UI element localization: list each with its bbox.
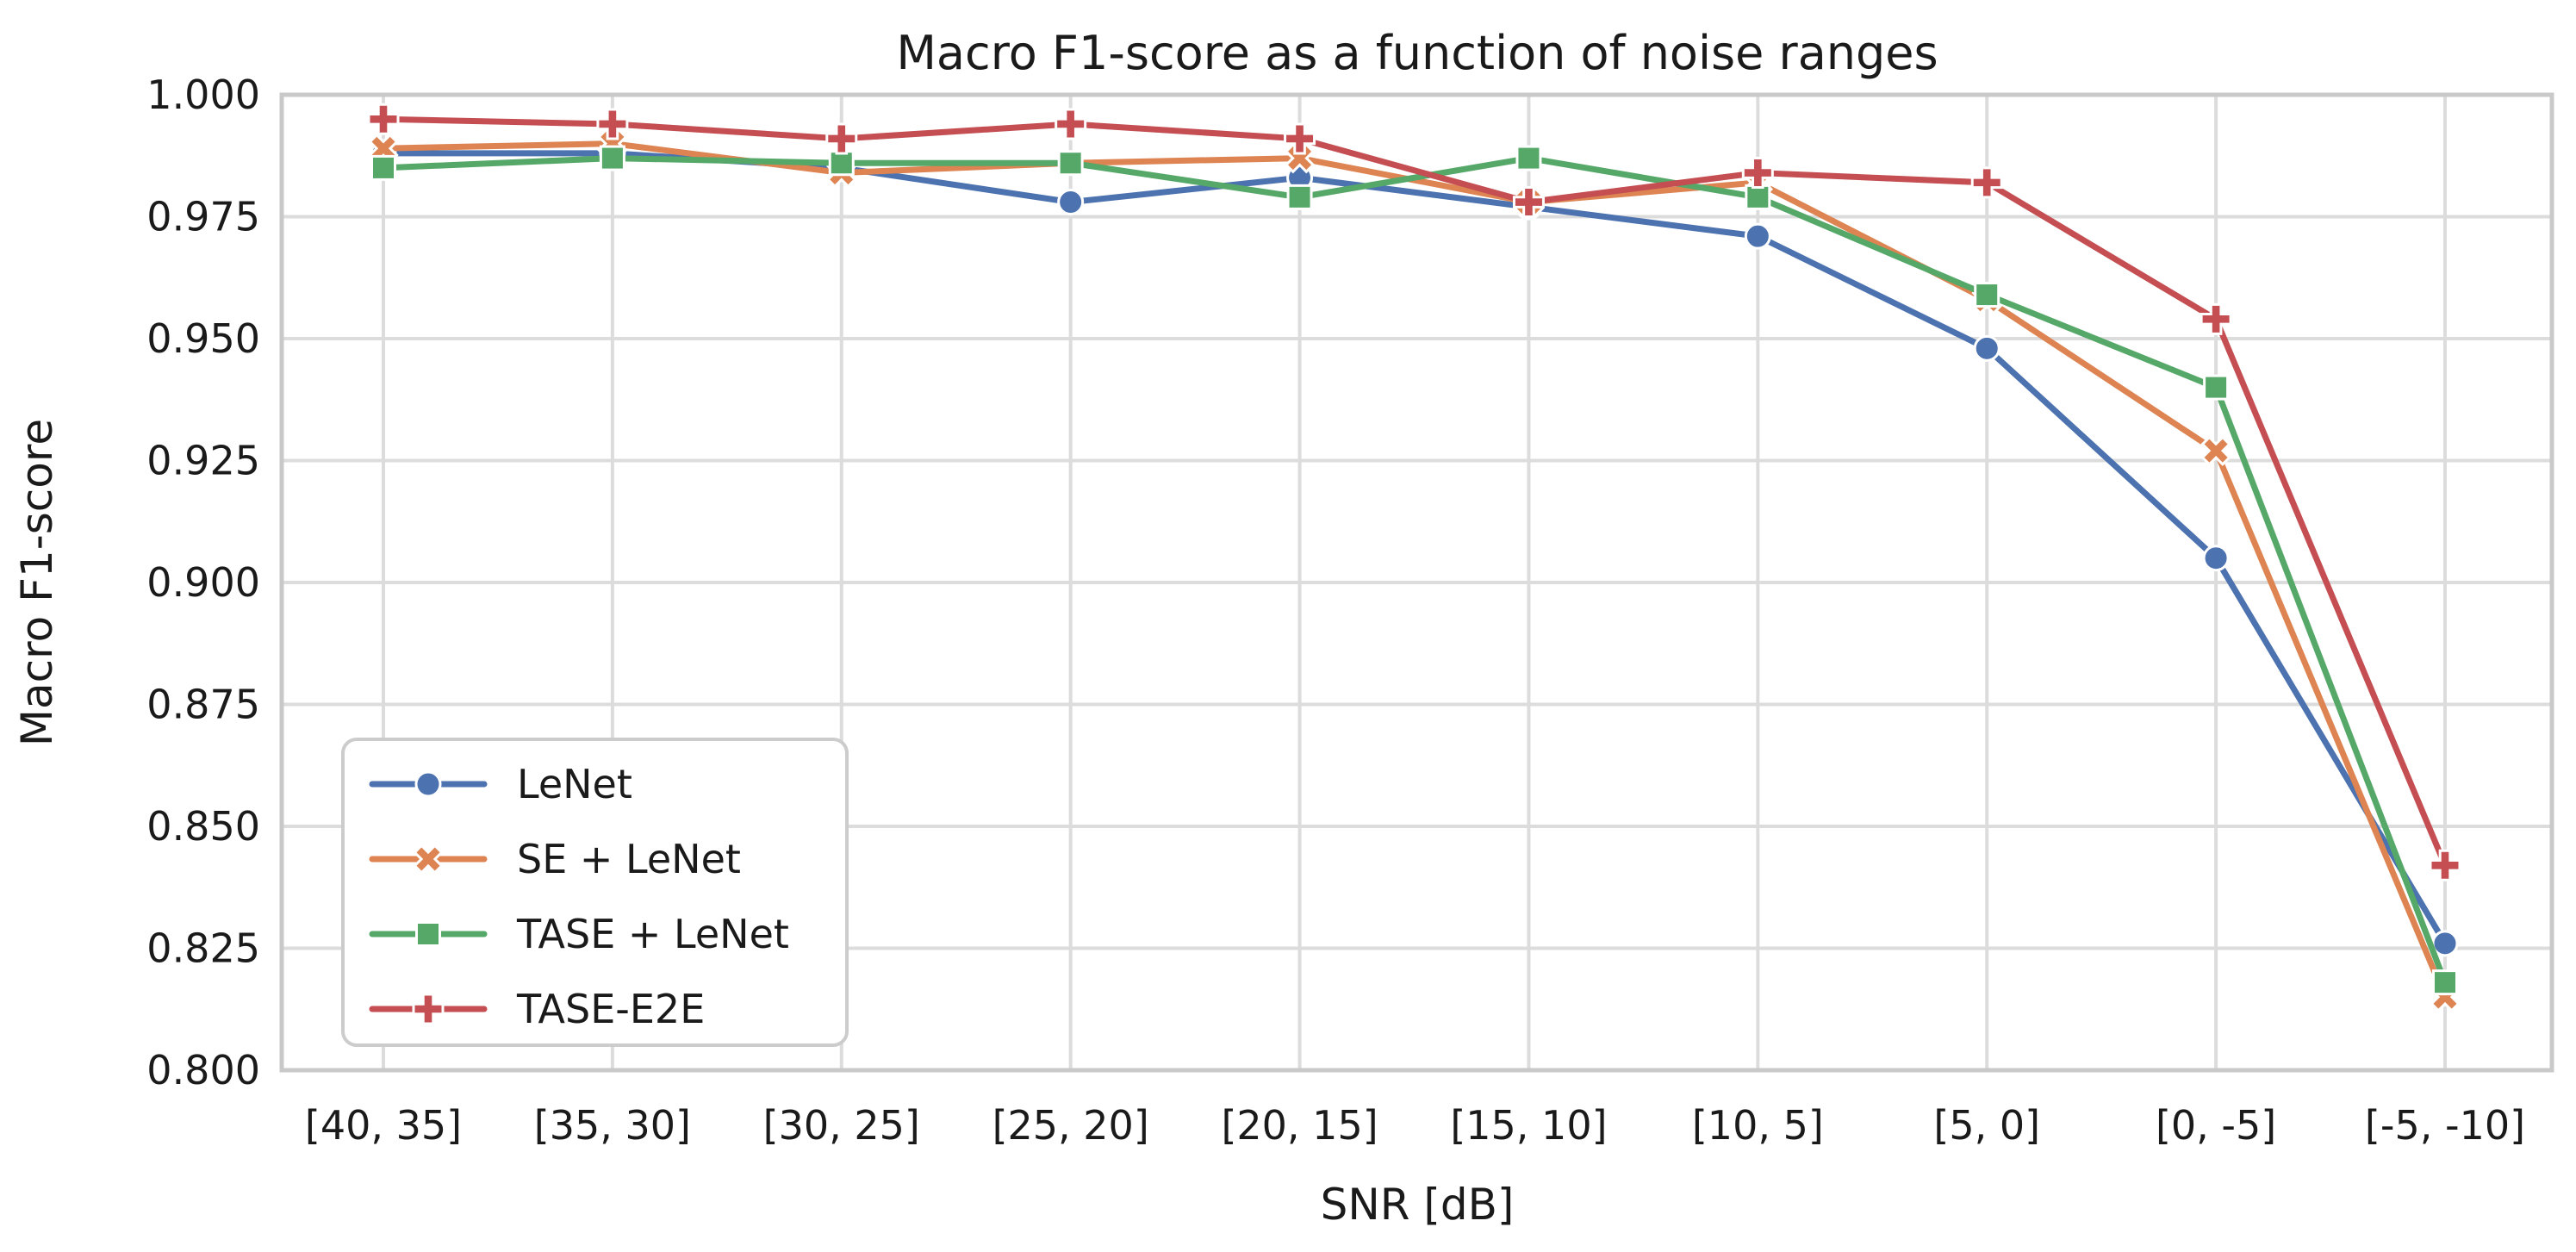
legend-label: TASE + LeNet xyxy=(516,911,789,957)
legend-item-TASE-E2E: TASE-E2E xyxy=(369,986,705,1032)
x-tick-label-5: [15, 10] xyxy=(1450,1102,1607,1149)
y-tick-label-7: 0.975 xyxy=(146,194,260,240)
legend-marker-square xyxy=(415,921,441,947)
x-tick-label-6: [10, 5] xyxy=(1692,1102,1824,1149)
marker-TASE + LeNet-7 xyxy=(1974,282,2000,308)
axes-spines xyxy=(279,92,2554,1073)
marker-TASE + LeNet-8 xyxy=(2203,374,2230,401)
x-tick-label-9: [-5, -10] xyxy=(2365,1102,2525,1149)
marker-TASE-E2E-1 xyxy=(596,108,629,140)
y-tick-label-8: 1.000 xyxy=(146,72,260,118)
marker-TASE-E2E-0 xyxy=(367,103,400,135)
legend-box xyxy=(341,738,849,1047)
x-tick-label-4: [20, 15] xyxy=(1221,1102,1378,1149)
marker-TASE + LeNet-1 xyxy=(599,145,625,171)
legend-item-TASE + LeNet: TASE + LeNet xyxy=(369,911,789,957)
marker-LeNet-3 xyxy=(1057,189,1085,216)
y-axis-label: Macro F1-score xyxy=(12,419,62,746)
x-tick-label-7: [5, 0] xyxy=(1933,1102,2040,1149)
series-line-TASE + LeNet xyxy=(380,155,2448,986)
x-tick-label-1: [35, 30] xyxy=(534,1102,691,1149)
legend: LeNet SE + LeNet TASE + LeNet TASE-E2E xyxy=(341,738,849,1047)
marker-TASE-E2E-5 xyxy=(1512,186,1545,219)
marker-TASE + LeNet-2 xyxy=(828,150,855,177)
legend-label: TASE-E2E xyxy=(516,986,705,1032)
y-tick-label-4: 0.900 xyxy=(146,559,260,606)
ticks-layer: 0.800 0.825 0.850 0.875 0.900 0.925 0.950 0.975… xyxy=(146,72,2525,1149)
marker-LeNet-7 xyxy=(1973,334,2000,362)
x-tick-label-3: [25, 20] xyxy=(992,1102,1149,1149)
series-layer xyxy=(367,103,2461,1012)
legend-item-SE + LeNet: SE + LeNet xyxy=(369,836,741,882)
marker-TASE-E2E-9 xyxy=(2429,849,2461,881)
marker-TASE-E2E-3 xyxy=(1055,108,1087,140)
marker-TASE-E2E-7 xyxy=(1970,166,2003,199)
marker-LeNet-6 xyxy=(1744,222,1771,250)
marker-TASE-E2E-6 xyxy=(1741,157,1774,190)
marker-TASE + LeNet-0 xyxy=(370,154,396,181)
series-line-TASE-E2E xyxy=(380,115,2448,869)
chart-title: Macro F1-score as a function of noise ra… xyxy=(896,26,1938,80)
x-axis-label: SNR [dB] xyxy=(1321,1180,1515,1230)
legend-label: SE + LeNet xyxy=(517,836,741,882)
x-tick-label-2: [30, 25] xyxy=(763,1102,920,1149)
x-tick-label-8: [0, -5] xyxy=(2156,1102,2276,1149)
marker-TASE + LeNet-4 xyxy=(1286,184,1313,210)
legend-label: LeNet xyxy=(517,761,632,807)
marker-TASE-E2E-4 xyxy=(1284,122,1316,155)
marker-TASE-E2E-2 xyxy=(825,122,858,155)
y-tick-label-0: 0.800 xyxy=(146,1047,260,1093)
y-tick-label-2: 0.850 xyxy=(146,803,260,850)
axes-frame xyxy=(279,92,2554,1073)
legend-marker-x xyxy=(413,844,444,875)
marker-TASE-E2E-8 xyxy=(2200,302,2232,335)
y-tick-label-1: 0.825 xyxy=(146,925,260,972)
marker-TASE + LeNet-3 xyxy=(1057,150,1084,177)
y-tick-label-6: 0.950 xyxy=(146,315,260,362)
x-tick-label-0: [40, 35] xyxy=(305,1102,462,1149)
marker-SE + LeNet-8 xyxy=(2200,435,2231,466)
legend-marker-plus xyxy=(412,993,445,1025)
y-tick-label-5: 0.925 xyxy=(146,438,260,484)
legend-item-LeNet: LeNet xyxy=(369,761,632,807)
marker-LeNet-8 xyxy=(2202,545,2230,572)
marker-TASE + LeNet-9 xyxy=(2432,969,2458,996)
marker-TASE + LeNet-6 xyxy=(1745,184,1771,210)
marker-TASE + LeNet-5 xyxy=(1515,145,1542,171)
legend-marker-circle xyxy=(414,770,442,798)
y-tick-label-3: 0.875 xyxy=(146,682,260,728)
marker-LeNet-9 xyxy=(2431,930,2459,957)
